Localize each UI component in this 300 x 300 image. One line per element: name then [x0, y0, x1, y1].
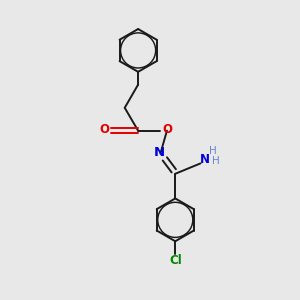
Text: H: H [209, 146, 217, 156]
Text: O: O [162, 123, 172, 136]
Text: N: N [154, 146, 165, 160]
Text: H: H [212, 156, 220, 166]
Text: N: N [200, 153, 209, 166]
Text: O: O [100, 123, 110, 136]
Text: Cl: Cl [169, 254, 182, 267]
